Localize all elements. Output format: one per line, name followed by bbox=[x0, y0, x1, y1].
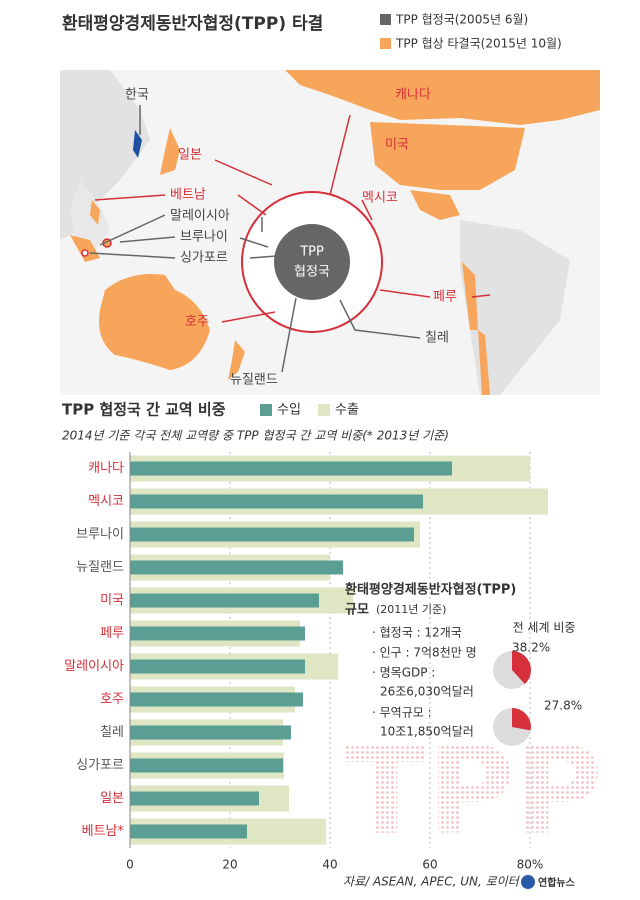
info-item: 26조6,030억달러 bbox=[380, 685, 474, 699]
pie-label: 38.2% bbox=[512, 641, 550, 655]
info-title: 규모 bbox=[345, 603, 369, 618]
map: TPP 협정국 한국 일본 베트남 말레이시아 브루나이 싱가포르 호주 뉴질랜… bbox=[60, 70, 600, 395]
y-tick-label: 뉴질랜드 bbox=[76, 560, 124, 575]
bar bbox=[130, 626, 305, 641]
bar bbox=[130, 659, 305, 674]
logo: 연합뉴스 bbox=[538, 876, 575, 889]
pie-slice bbox=[512, 708, 531, 731]
chart-title: TPP 협정국 간 교역 비중 bbox=[62, 401, 226, 419]
legend-swatch bbox=[380, 38, 391, 49]
country-label: 싱가포르 bbox=[180, 251, 228, 266]
logo-icon bbox=[521, 875, 535, 889]
legend-swatch bbox=[318, 404, 330, 416]
title: 환태평양경제동반자협정(TPP) 타결 bbox=[62, 13, 323, 34]
y-tick-label: 페루 bbox=[100, 626, 124, 641]
source: 자료/ ASEAN, APEC, UN, 로이터 bbox=[343, 875, 521, 889]
bar bbox=[130, 824, 247, 839]
country-label: 캐나다 bbox=[395, 88, 431, 103]
pie-slice bbox=[512, 651, 531, 685]
y-tick-label: 캐나다 bbox=[88, 461, 124, 476]
y-tick-label: 미국 bbox=[100, 593, 124, 608]
country-label: 한국 bbox=[125, 88, 149, 103]
watermark: TPP bbox=[345, 723, 603, 862]
bar bbox=[130, 593, 319, 608]
center-label: 협정국 bbox=[294, 265, 330, 280]
y-tick-label: 칠레 bbox=[100, 725, 124, 740]
chart-subtitle: 2014년 기준 각국 전체 교역량 중 TPP 협정국 간 교역 비중(* 2… bbox=[62, 429, 449, 443]
country-label: 브루나이 bbox=[180, 230, 228, 245]
y-tick-label: 베트남* bbox=[82, 824, 125, 839]
y-tick-label: 멕시코 bbox=[88, 494, 124, 509]
y-tick-label: 브루나이 bbox=[76, 527, 124, 542]
bar bbox=[130, 494, 423, 509]
info-item: 10조1,850억달러 bbox=[380, 725, 474, 739]
info-title: 환태평양경제동반자협정(TPP) bbox=[345, 582, 516, 598]
country-label: 미국 bbox=[385, 138, 409, 153]
country-label: 일본 bbox=[178, 148, 202, 163]
country-label: 칠레 bbox=[425, 331, 449, 346]
bar bbox=[130, 758, 283, 773]
legend-label: 수출 bbox=[335, 403, 359, 418]
country-label: 멕시코 bbox=[362, 191, 398, 206]
legend-label: TPP 협정국(2005년 6월) bbox=[395, 13, 528, 27]
y-tick-label: 호주 bbox=[100, 692, 124, 707]
info-item: · 인구 : 7억8천만 명 bbox=[372, 645, 477, 660]
bar bbox=[130, 461, 452, 476]
y-tick-label: 일본 bbox=[100, 791, 124, 806]
info-item: · 명목GDP : bbox=[372, 666, 435, 680]
bar bbox=[130, 692, 303, 707]
country-label: 말레이시아 bbox=[170, 209, 230, 224]
bar bbox=[130, 527, 414, 542]
y-tick-label: 싱가포르 bbox=[76, 758, 124, 773]
bar bbox=[130, 791, 259, 806]
legend-label: 수입 bbox=[277, 403, 301, 418]
x-tick-label: 80% bbox=[517, 858, 544, 872]
x-tick-label: 40 bbox=[322, 858, 337, 872]
legend-swatch bbox=[260, 404, 272, 416]
y-tick-label: 말레이시아 bbox=[64, 659, 124, 674]
country-label: 베트남 bbox=[170, 188, 206, 203]
pie-title: 전 세계 비중 bbox=[513, 621, 576, 635]
info-subtitle: (2011년 기준) bbox=[376, 603, 446, 616]
center-label: TPP bbox=[299, 245, 324, 260]
country-label: 호주 bbox=[185, 315, 209, 330]
x-tick-label: 20 bbox=[222, 858, 237, 872]
x-tick-label: 0 bbox=[126, 858, 134, 872]
info-item: · 무역규모 : bbox=[372, 706, 432, 720]
country-label: 페루 bbox=[433, 290, 457, 305]
legend-swatch bbox=[380, 14, 391, 25]
info-item: · 협정국 : 12개국 bbox=[372, 626, 462, 640]
bar bbox=[130, 560, 343, 575]
country-label: 뉴질랜드 bbox=[230, 373, 278, 388]
pie-label: 27.8% bbox=[544, 699, 582, 713]
x-tick-label: 60 bbox=[422, 858, 437, 872]
legend-label: TPP 협상 타결국(2015년 10월) bbox=[395, 37, 562, 51]
bar bbox=[130, 725, 291, 740]
